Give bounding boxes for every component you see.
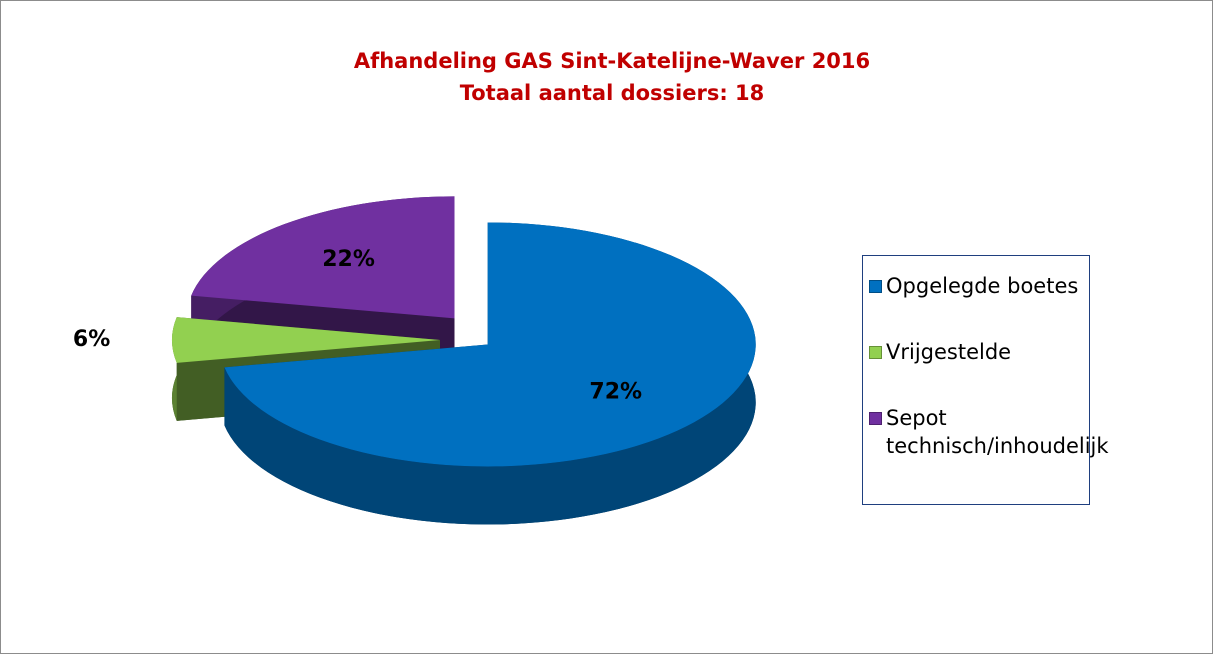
legend-label: Sepot technisch/inhoudelijk: [886, 406, 1109, 458]
legend-swatch: [869, 280, 882, 293]
legend-entry: Sepot technisch/inhoudelijk: [869, 404, 1109, 460]
legend: Opgelegde boetes Vrijgestelde Sepot techni…: [862, 255, 1109, 505]
chart-subtitle: Totaal aantal dossiers: 18: [460, 81, 765, 105]
slice-top: [191, 196, 455, 319]
data-label: 72%: [589, 380, 642, 405]
legend-entry: Vrijgestelde: [869, 338, 1083, 366]
data-label: 6%: [73, 327, 110, 352]
slice-top: [224, 222, 756, 467]
pie: 22% 6% 72%: [73, 196, 756, 525]
legend-swatch: [869, 412, 882, 425]
data-label: 22%: [322, 247, 375, 272]
slice-top: [171, 317, 440, 363]
legend-entry: Opgelegde boetes: [869, 272, 1083, 300]
legend-label: Vrijgestelde: [886, 340, 1012, 364]
pie-slice: 72%: [224, 222, 756, 525]
legend-label: Opgelegde boetes: [886, 274, 1079, 298]
chart-title: Afhandeling GAS Sint-Katelijne-Waver 201…: [354, 49, 870, 73]
legend-swatch: [869, 346, 882, 359]
